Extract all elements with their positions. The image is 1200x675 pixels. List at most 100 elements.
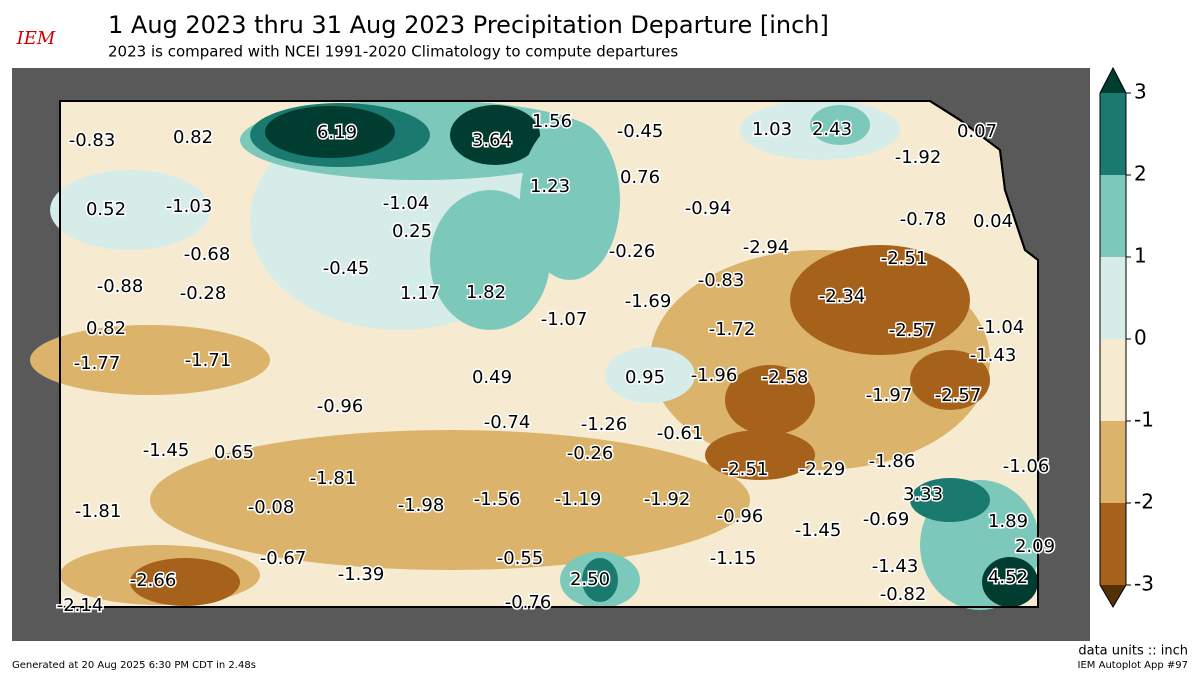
app-note: IEM Autoplot App #97 <box>1078 660 1188 671</box>
station-value: -1.77 <box>74 353 121 374</box>
station-value: -1.56 <box>474 489 521 510</box>
station-value: -0.83 <box>69 130 116 151</box>
colorbar-segment <box>1100 175 1126 257</box>
contour <box>30 325 270 395</box>
station-value: -1.97 <box>866 385 913 406</box>
contour <box>725 365 815 435</box>
contour <box>430 190 550 330</box>
contour <box>810 105 870 145</box>
station-value: 4.52 <box>988 567 1028 588</box>
station-value: 0.07 <box>957 121 997 142</box>
station-value: -0.83 <box>698 270 745 291</box>
station-value: 1.17 <box>400 283 440 304</box>
station-value: -1.39 <box>338 564 385 585</box>
station-value: -1.03 <box>166 196 213 217</box>
contour <box>705 430 815 480</box>
station-value: -2.57 <box>935 385 982 406</box>
station-value: -0.68 <box>184 244 231 265</box>
station-value: 2.50 <box>570 569 610 590</box>
contour-areas <box>30 100 1040 610</box>
station-value: -2.34 <box>819 286 866 307</box>
logo: IEM <box>16 28 56 49</box>
station-value: -0.26 <box>609 241 656 262</box>
station-value: 2.09 <box>1015 536 1055 557</box>
station-value: -2.51 <box>881 248 928 269</box>
station-value: -0.82 <box>880 584 927 605</box>
station-value: 1.56 <box>532 111 572 132</box>
station-value: -0.96 <box>317 396 364 417</box>
station-value: -1.04 <box>978 317 1025 338</box>
station-value: -0.28 <box>180 283 227 304</box>
station-value: -1.06 <box>1003 456 1050 477</box>
station-value: -2.94 <box>743 237 790 258</box>
station-value: -1.92 <box>895 147 942 168</box>
station-value: -1.92 <box>644 489 691 510</box>
station-value: -2.57 <box>889 320 936 341</box>
station-value: -1.45 <box>143 440 190 461</box>
station-value: -1.69 <box>625 291 672 312</box>
colorbar-segment <box>1100 503 1126 585</box>
subtitle: 2023 is compared with NCEI 1991-2020 Cli… <box>108 43 678 61</box>
station-value: -0.55 <box>497 548 544 569</box>
station-value: -0.69 <box>863 509 910 530</box>
units-note: data units :: inch <box>1078 644 1188 659</box>
colorbar-under <box>1100 585 1126 607</box>
station-value: -0.45 <box>617 121 664 142</box>
station-value: -1.04 <box>383 193 430 214</box>
station-value: 0.95 <box>625 367 665 388</box>
station-value: -1.26 <box>581 414 628 435</box>
contour <box>130 558 240 606</box>
station-labels: -0.83 0.82 6.19 3.64 1.56 -0.45 1.03 2.43 0.07 -1… <box>55 110 1056 618</box>
station-value: -0.76 <box>505 592 552 613</box>
station-value: 1.82 <box>466 282 506 303</box>
colorbar-over <box>1100 68 1126 93</box>
contour <box>520 120 620 280</box>
station-value: -0.74 <box>484 412 531 433</box>
station-value: -1.71 <box>185 350 232 371</box>
station-value: -2.14 <box>57 595 104 616</box>
contour <box>910 478 990 522</box>
contour <box>50 170 210 250</box>
station-value: -1.15 <box>710 548 757 569</box>
station-value: -1.43 <box>970 345 1017 366</box>
station-value: -0.88 <box>97 276 144 297</box>
station-value: -0.26 <box>567 443 614 464</box>
station-value: -1.45 <box>795 520 842 541</box>
station-value: -1.96 <box>691 365 738 386</box>
station-value: 0.49 <box>472 367 512 388</box>
station-value: 0.82 <box>86 318 126 339</box>
station-value: -1.98 <box>398 495 445 516</box>
station-value: 1.89 <box>988 511 1028 532</box>
station-value: 3.33 <box>903 484 943 505</box>
contour <box>982 557 1038 607</box>
colorbar-segment <box>1100 93 1126 175</box>
contour <box>582 558 618 602</box>
title: 1 Aug 2023 thru 31 Aug 2023 Precipitatio… <box>108 11 829 39</box>
contour <box>790 245 970 355</box>
station-value: -1.19 <box>555 489 602 510</box>
station-value: -1.72 <box>709 319 756 340</box>
station-value: 0.65 <box>214 442 254 463</box>
colorbar-segment <box>1100 257 1126 339</box>
station-value: -2.66 <box>130 570 177 591</box>
colorbar-tick-label: -3 <box>1134 572 1154 596</box>
colorbar-tick-label: -1 <box>1134 408 1154 432</box>
station-value: 1.23 <box>530 176 570 197</box>
station-value: 0.25 <box>392 221 432 242</box>
contour <box>605 347 695 403</box>
colorbar-tick-label: -2 <box>1134 490 1154 514</box>
colorbar-tick-label: 0 <box>1134 326 1147 350</box>
station-value: -0.67 <box>260 548 307 569</box>
colorbar: -3 -2 -1 0 1 2 3 <box>1099 66 1154 608</box>
station-value: 6.19 <box>317 122 357 143</box>
station-value: -0.45 <box>323 258 370 279</box>
contour <box>265 106 395 158</box>
station-value: -0.94 <box>685 198 732 219</box>
station-value: -2.29 <box>799 459 846 480</box>
station-value: 1.03 <box>752 119 792 140</box>
station-value: -2.58 <box>762 367 809 388</box>
station-value: -0.08 <box>248 497 295 518</box>
station-value: -0.78 <box>900 209 947 230</box>
station-value: -0.96 <box>717 506 764 527</box>
